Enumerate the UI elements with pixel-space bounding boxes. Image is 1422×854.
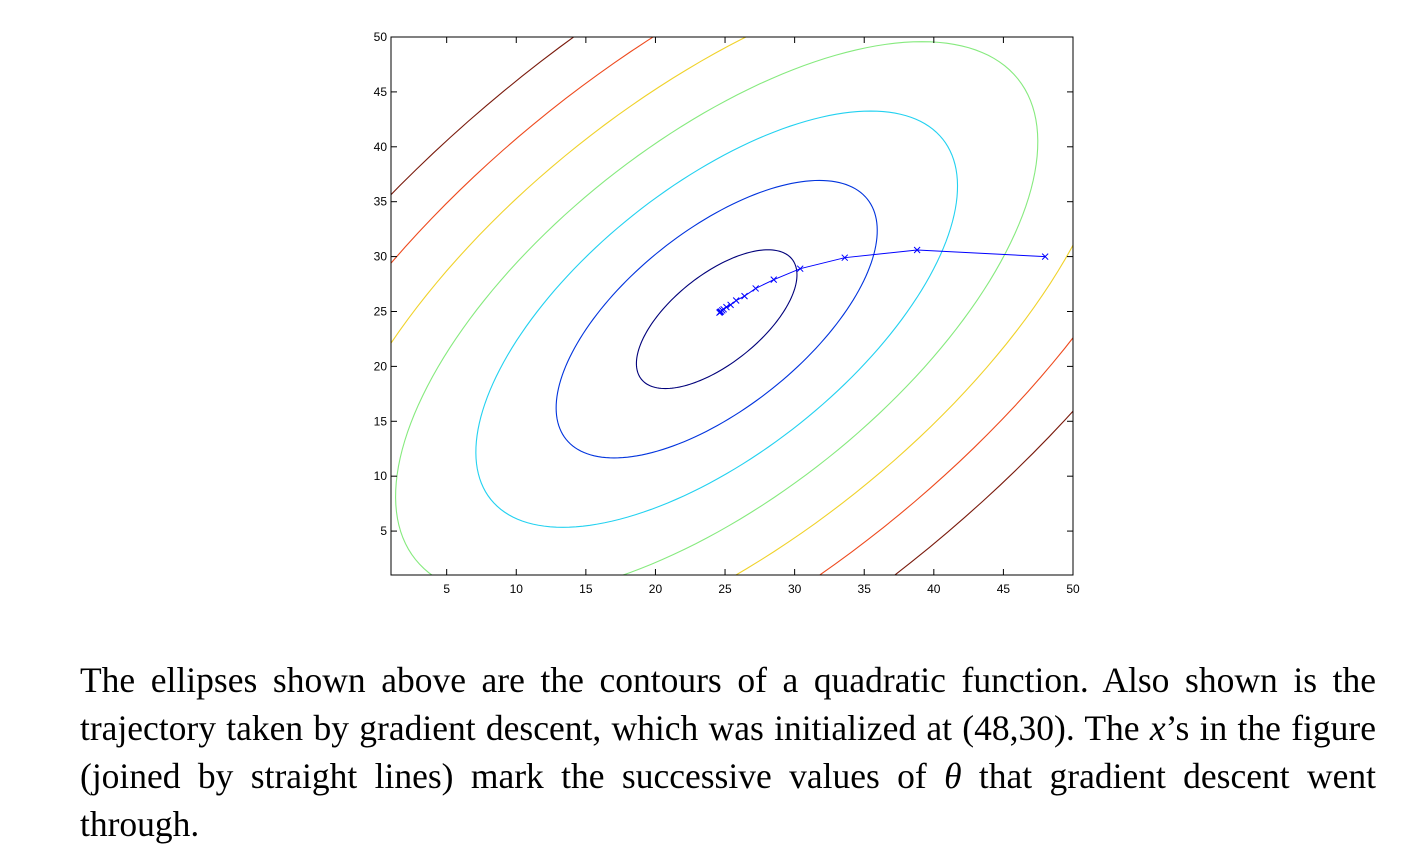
x-tick-label-9: 45 xyxy=(997,582,1011,596)
x-tick-label-7: 35 xyxy=(858,582,872,596)
caption-theta-symbol: θ xyxy=(944,756,962,796)
x-tick-label-6: 30 xyxy=(788,582,802,596)
contour-3 xyxy=(475,110,959,528)
trajectory-marker-7 xyxy=(741,292,748,300)
x-tick-label-2: 10 xyxy=(510,582,524,596)
y-tick-label-1: 5 xyxy=(380,524,387,538)
x-tick-label-8: 40 xyxy=(927,582,941,596)
caption-text-2: ’s in the figure (joined by straight lin… xyxy=(80,708,1376,796)
gradient-descent-trajectory xyxy=(716,246,1049,316)
trajectory-marker-15 xyxy=(716,309,723,316)
trajectory-marker-2 xyxy=(913,246,921,254)
trajectory-marker-3 xyxy=(841,254,849,262)
contour-2 xyxy=(555,179,878,459)
y-tick-labels: 5 10 15 20 25 30 35 40 45 50 xyxy=(374,30,388,538)
y-tick-label-2: 10 xyxy=(374,469,388,483)
y-tick-label-7: 35 xyxy=(374,195,388,209)
figure-caption: The ellipses shown above are the contour… xyxy=(80,656,1376,848)
x-tick-labels: 5 10 15 20 25 30 35 40 45 50 xyxy=(443,582,1080,596)
trajectory-marker-1 xyxy=(1041,253,1049,260)
trajectory-marker-5 xyxy=(770,276,778,284)
axis-ticks xyxy=(391,36,1074,575)
contour-plot: 5 10 15 20 25 30 35 40 45 50 5 10 15 20 25 30 35 40 45 50 xyxy=(374,30,1080,596)
trajectory-marker-6 xyxy=(752,285,760,292)
x-tick-label-5: 25 xyxy=(718,582,732,596)
plot-frame xyxy=(390,36,1074,576)
y-tick-label-4: 20 xyxy=(374,359,388,373)
y-tick-label-3: 15 xyxy=(374,414,388,428)
x-tick-label-10: 50 xyxy=(1066,582,1080,596)
y-tick-label-5: 25 xyxy=(374,304,388,318)
y-tick-label-10: 50 xyxy=(374,30,388,44)
trajectory-marker-4 xyxy=(796,265,804,273)
trajectory-marker-8 xyxy=(732,297,740,304)
y-tick-label-6: 30 xyxy=(374,250,388,264)
caption-text-1: The ellipses shown above are the contour… xyxy=(80,660,1376,748)
trajectory-line xyxy=(719,249,1046,313)
x-tick-label-3: 15 xyxy=(579,582,593,596)
y-tick-label-9: 45 xyxy=(374,85,388,99)
contour-4 xyxy=(395,41,1039,575)
caption-x-symbol: x xyxy=(1149,708,1166,748)
y-tick-label-8: 40 xyxy=(374,140,388,154)
trajectory-marker-9 xyxy=(727,301,734,309)
caption-text-3: that gradient descent went through. xyxy=(80,756,1376,844)
x-tick-label-4: 20 xyxy=(649,582,663,596)
contour-1 xyxy=(635,249,798,390)
x-tick-label-1: 5 xyxy=(443,582,450,596)
contour-lines xyxy=(391,37,1073,575)
